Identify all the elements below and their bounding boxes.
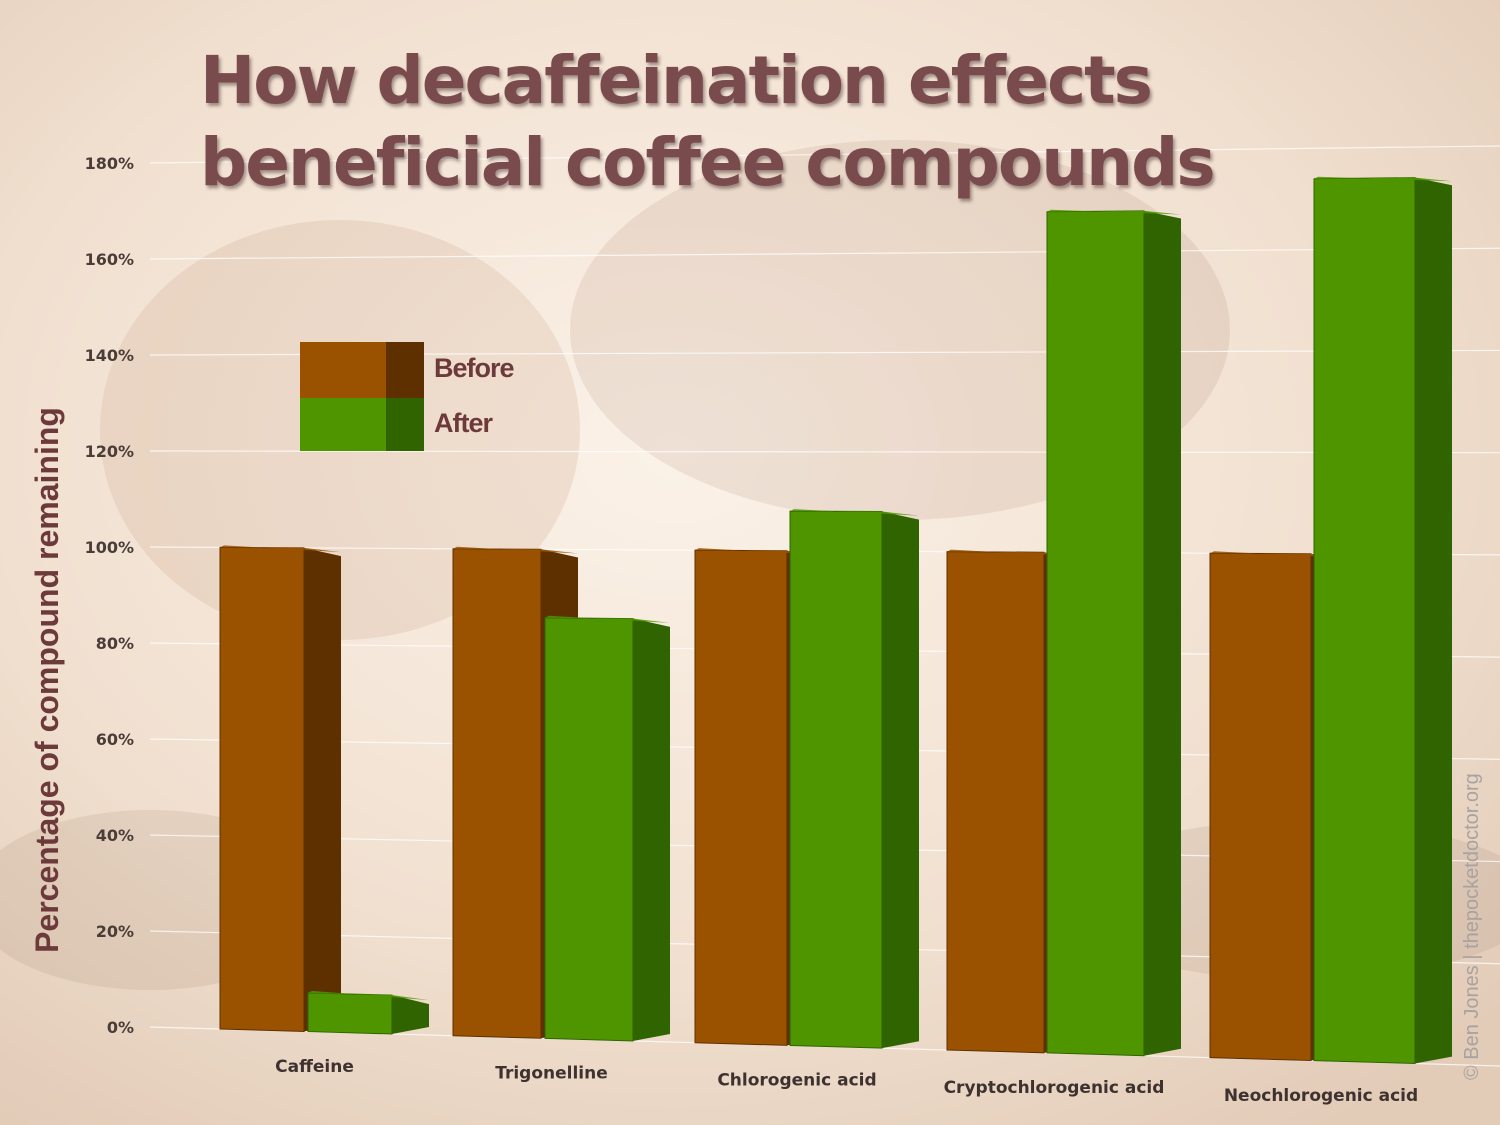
bar-cap-after <box>1314 176 1452 182</box>
y-tick-label: 180% <box>85 154 134 173</box>
bar-after <box>1046 210 1145 1057</box>
legend: Before After <box>300 342 516 451</box>
bar-after <box>307 992 393 1035</box>
chart-title-line-2: beneficial coffee compounds <box>200 124 1214 201</box>
bar-cap-before <box>695 548 824 555</box>
bar-side-after <box>633 618 670 1041</box>
y-tick-label: 120% <box>85 442 134 461</box>
y-tick-label: 100% <box>85 538 134 557</box>
y-tick-label: 140% <box>85 346 134 365</box>
y-tick-label: 40% <box>96 826 134 845</box>
legend-label-before: Before <box>434 353 515 383</box>
category-labels: Caffeine Trigonelline Chlorogenic acid Cryp… <box>275 1057 1418 1106</box>
bar-before <box>219 546 305 1032</box>
y-axis-title: Percentage of compound remaining <box>29 407 65 953</box>
gridline <box>149 247 1500 260</box>
category-label: Chlorogenic acid <box>717 1071 876 1091</box>
bar-after <box>544 617 634 1042</box>
y-tick-label: 160% <box>85 250 134 269</box>
bar-side-before <box>304 547 341 1032</box>
bar-after <box>1313 177 1416 1065</box>
legend-swatch-before <box>300 342 386 398</box>
bar-side-after <box>882 511 919 1049</box>
bar-cap-after <box>1047 209 1181 215</box>
y-tick-label: 20% <box>96 922 134 941</box>
credit-text: © Ben Jones | thepocketdoctor.org <box>1461 773 1483 1080</box>
chart-title: How decaffeination effects beneficial co… <box>200 42 1216 201</box>
bar-before <box>452 548 542 1039</box>
gridline <box>149 450 1500 454</box>
bar-cap-after <box>308 990 429 1001</box>
category-label: Trigonelline <box>495 1064 608 1084</box>
bar-side-after <box>1415 177 1452 1064</box>
y-tick-label: 80% <box>96 634 134 653</box>
y-tick-label: 0% <box>107 1018 134 1037</box>
bar-before <box>946 551 1045 1054</box>
category-label: Cryptochlorogenic acid <box>944 1078 1165 1098</box>
gridline <box>149 145 1500 164</box>
bar-before <box>1209 552 1312 1062</box>
chart-title-line-1: How decaffeination effects <box>200 42 1151 119</box>
bar-cap-before <box>1210 551 1348 559</box>
legend-label-after: After <box>434 408 493 438</box>
bar-cap-before <box>453 546 578 554</box>
y-tick-label: 60% <box>96 730 134 749</box>
bar-side-after <box>392 995 429 1034</box>
bar-cap-before <box>220 545 341 553</box>
bar-cap-after <box>545 615 670 623</box>
bar-cap-after <box>790 509 919 516</box>
bar-after <box>789 510 883 1049</box>
legend-swatch-after-side <box>386 398 424 451</box>
category-label: Neochlorogenic acid <box>1224 1086 1418 1106</box>
bar-before <box>694 549 788 1046</box>
legend-swatch-before-side <box>386 342 424 398</box>
legend-swatch-after <box>300 398 386 451</box>
bar-side-after <box>1144 210 1181 1056</box>
bar-cap-before <box>947 549 1081 557</box>
y-tick-labels: 0% 20% 40% 60% 80% 100% 120% 140% 160% 180% <box>85 154 134 1037</box>
category-label: Caffeine <box>275 1057 354 1077</box>
bars <box>219 176 1452 1065</box>
